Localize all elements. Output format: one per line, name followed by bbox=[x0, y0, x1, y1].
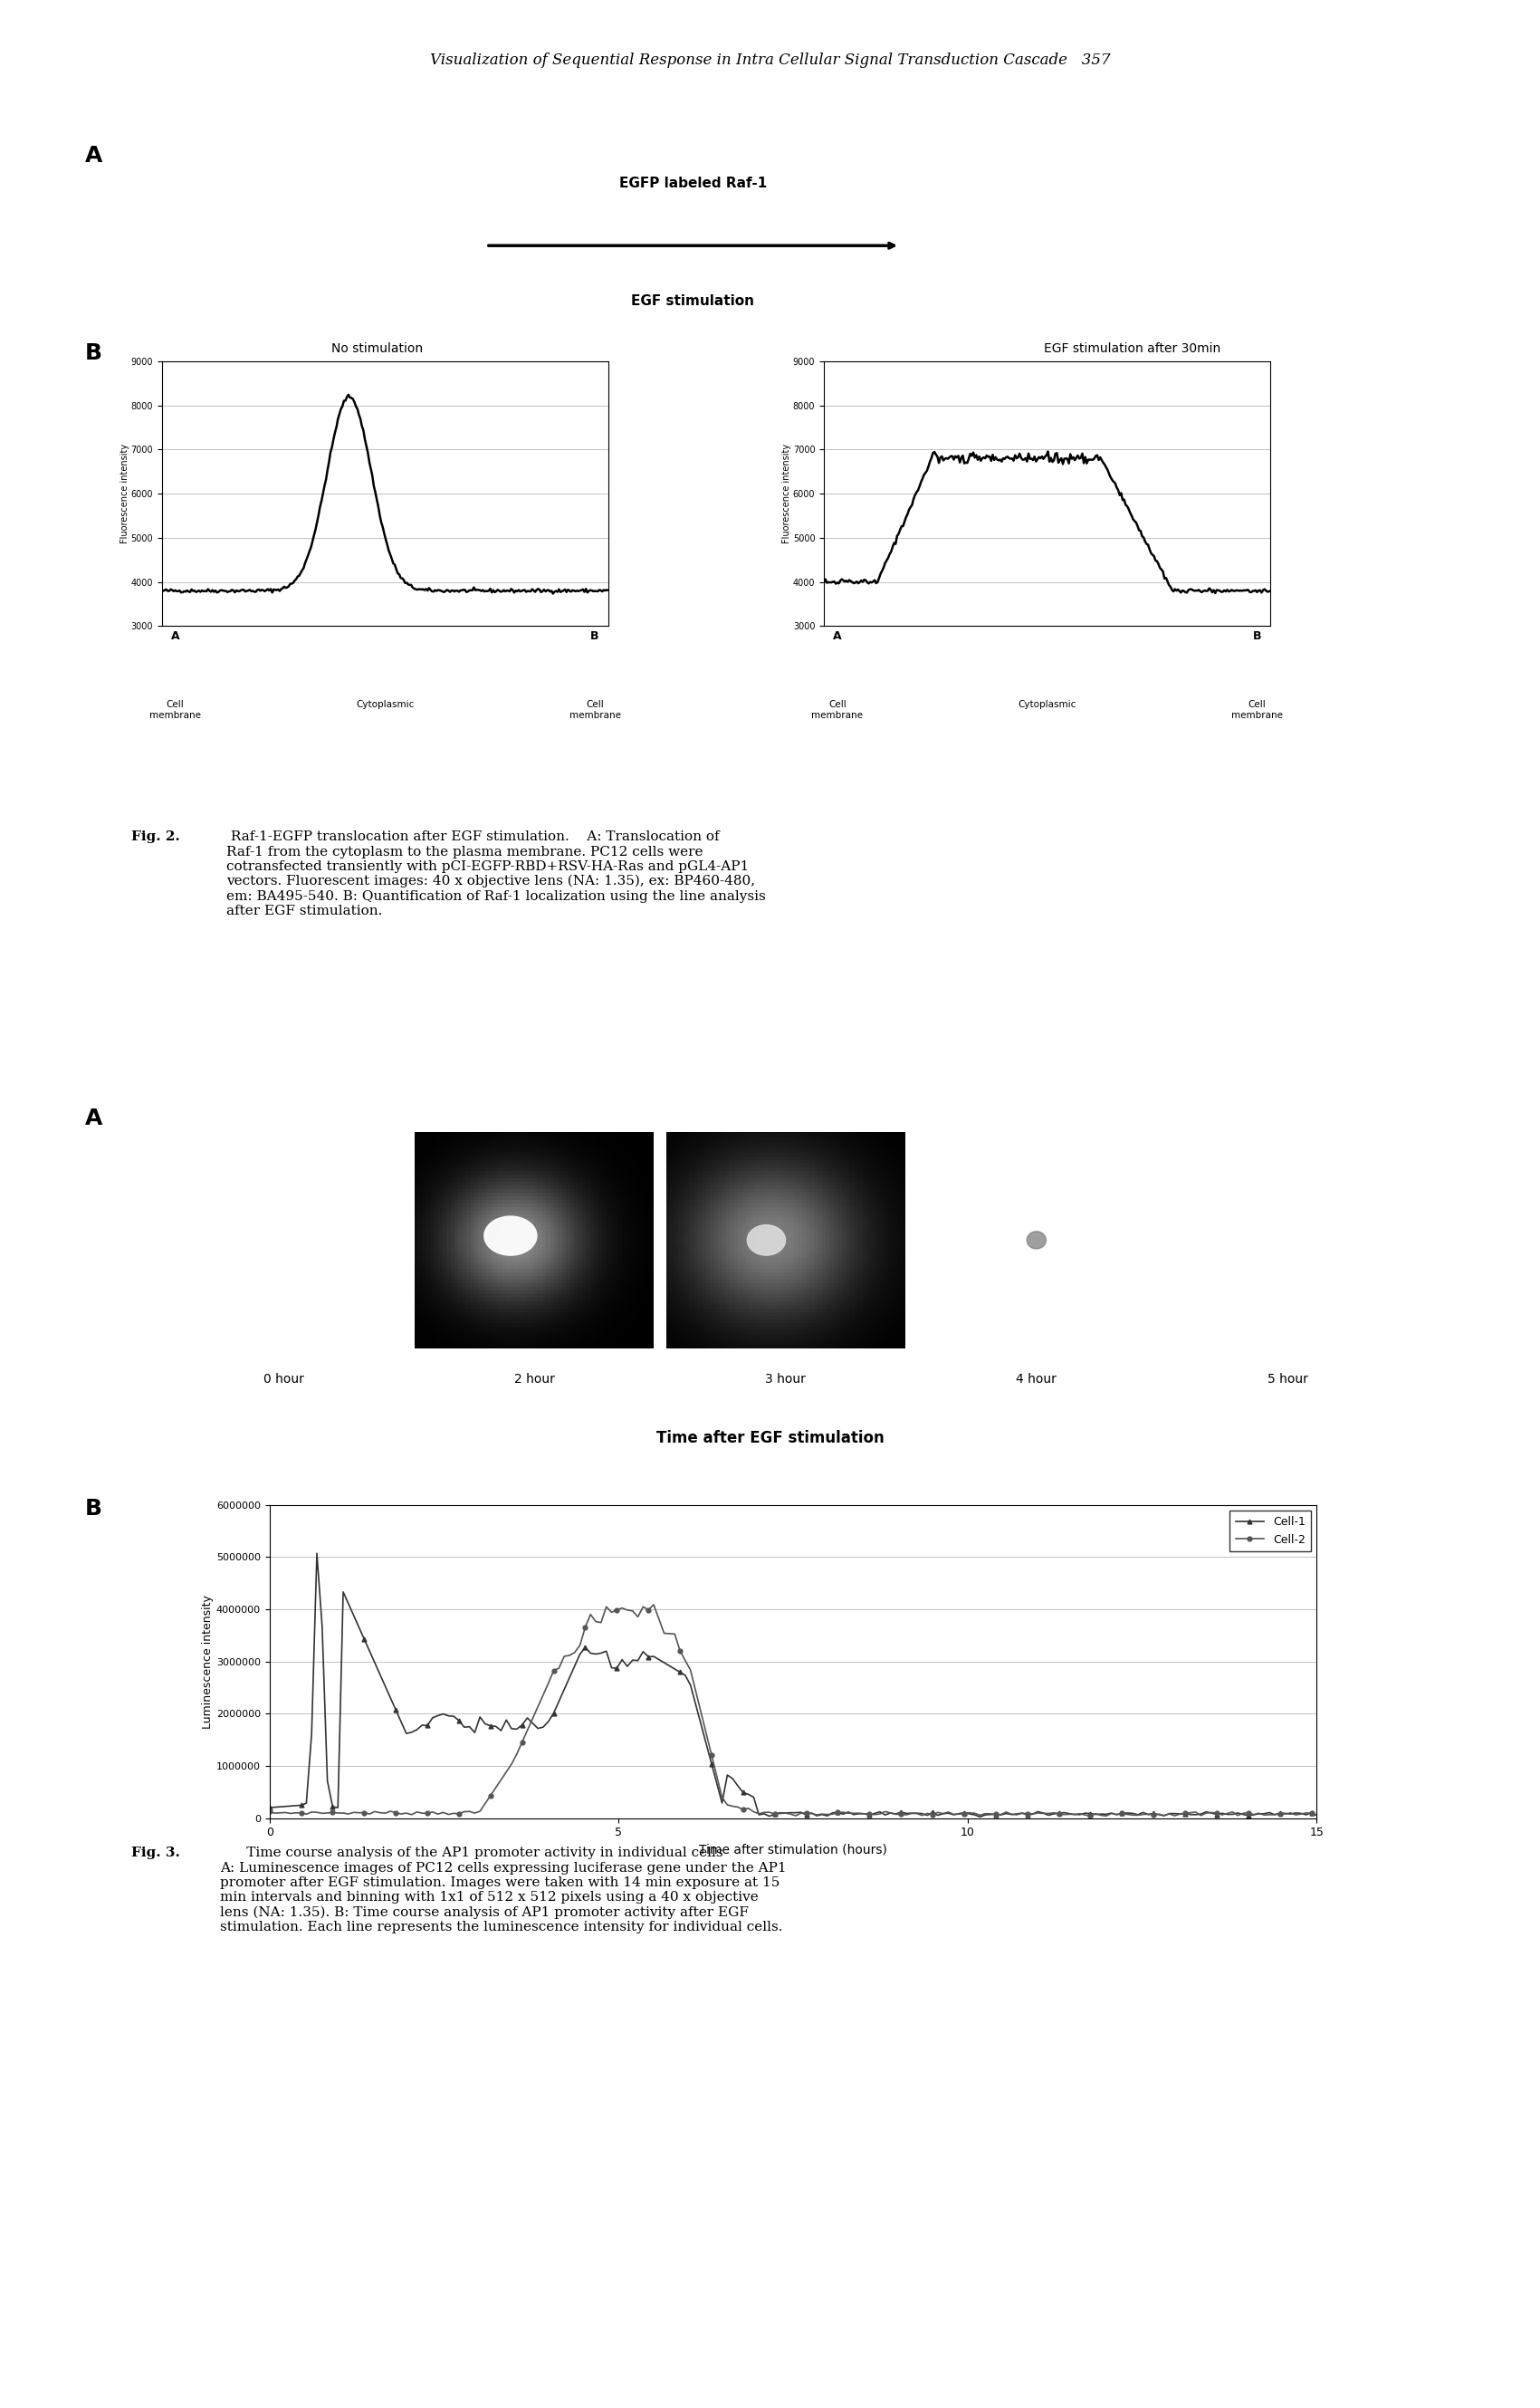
Text: Visualization of Sequential Response in Intra Cellular Signal Transduction Casca: Visualization of Sequential Response in … bbox=[430, 53, 1110, 67]
Y-axis label: Fluorescence intensity: Fluorescence intensity bbox=[120, 443, 129, 544]
Polygon shape bbox=[1306, 1192, 1364, 1235]
Text: B: B bbox=[727, 532, 735, 544]
Cell-1 bbox=[1266, 1801, 1284, 1830]
Cell-1 bbox=[328, 1794, 346, 1823]
Polygon shape bbox=[1063, 219, 1169, 255]
Text: EGF stimulation after 30min: EGF stimulation after 30min bbox=[1044, 342, 1220, 354]
X-axis label: Time after stimulation (hours): Time after stimulation (hours) bbox=[699, 1845, 887, 1857]
Text: Fig. 3.: Fig. 3. bbox=[131, 1847, 180, 1859]
Cell-1 bbox=[460, 1712, 479, 1741]
Cell-2 bbox=[539, 1669, 557, 1698]
Cell-2 bbox=[1307, 1801, 1326, 1830]
Polygon shape bbox=[654, 419, 698, 482]
Text: Cell-2: Cell-2 bbox=[265, 1144, 283, 1151]
Text: Cell
membrane: Cell membrane bbox=[1232, 701, 1283, 720]
Polygon shape bbox=[747, 1226, 785, 1255]
Cell-2 bbox=[1229, 1801, 1247, 1830]
Text: Raf-1-EGFP translocation after EGF stimulation.    A: Translocation of
Raf-1 fro: Raf-1-EGFP translocation after EGF stimu… bbox=[226, 831, 765, 917]
Text: Cell
membrane: Cell membrane bbox=[812, 701, 862, 720]
Cell-1 bbox=[1229, 1799, 1247, 1828]
Text: B: B bbox=[85, 342, 102, 364]
Cell-2 bbox=[454, 1796, 473, 1825]
Text: Cell
membrane: Cell membrane bbox=[149, 701, 200, 720]
Text: A: A bbox=[636, 407, 645, 419]
Bar bbox=[269, 1149, 388, 1218]
Polygon shape bbox=[1321, 1204, 1349, 1226]
Text: Cell
membrane: Cell membrane bbox=[570, 701, 621, 720]
Text: Cell-1: Cell-1 bbox=[174, 1305, 194, 1312]
Text: A: A bbox=[85, 1108, 102, 1129]
Text: 3 hour: 3 hour bbox=[765, 1373, 805, 1385]
Cell-1 bbox=[545, 1698, 564, 1727]
Cell-1 bbox=[308, 1539, 326, 1568]
Text: No stimulation: No stimulation bbox=[331, 342, 424, 354]
Cell-1 bbox=[1307, 1801, 1326, 1830]
Text: Time after EGF stimulation: Time after EGF stimulation bbox=[656, 1430, 884, 1447]
Bar bbox=[176, 1218, 314, 1322]
Polygon shape bbox=[293, 1170, 345, 1214]
Text: 2 hour: 2 hour bbox=[514, 1373, 554, 1385]
Line: Cell-1: Cell-1 bbox=[268, 1551, 1318, 1818]
Cell-1 bbox=[970, 1804, 989, 1832]
Line: Cell-2: Cell-2 bbox=[268, 1601, 1318, 1818]
Cell-2 bbox=[1096, 1801, 1115, 1830]
Polygon shape bbox=[1092, 229, 1140, 246]
Text: EGFP labeled Raf-1: EGFP labeled Raf-1 bbox=[619, 176, 767, 190]
Text: 4 hour: 4 hour bbox=[1016, 1373, 1056, 1385]
Y-axis label: Fluorescence intensity: Fluorescence intensity bbox=[782, 443, 792, 544]
Text: 0 hour: 0 hour bbox=[263, 1373, 303, 1385]
Text: Cytoplasmic: Cytoplasmic bbox=[356, 701, 414, 710]
Polygon shape bbox=[200, 1230, 296, 1310]
Polygon shape bbox=[1027, 1230, 1046, 1250]
Text: Fig. 2.: Fig. 2. bbox=[131, 831, 180, 843]
Text: B: B bbox=[85, 1498, 102, 1519]
Cell-2 bbox=[302, 1799, 320, 1828]
Cell-2 bbox=[323, 1799, 342, 1828]
Y-axis label: Luminescence intensity: Luminescence intensity bbox=[202, 1594, 214, 1729]
Cell-2 bbox=[260, 1796, 279, 1825]
Text: A: A bbox=[85, 144, 102, 166]
Text: 50$\mu$m: 50$\mu$m bbox=[197, 313, 226, 325]
Polygon shape bbox=[484, 1216, 537, 1255]
Cell-2 bbox=[644, 1589, 662, 1618]
Polygon shape bbox=[724, 484, 756, 527]
Text: Cytoplasmic: Cytoplasmic bbox=[1018, 701, 1076, 710]
Legend: Cell-1, Cell-2: Cell-1, Cell-2 bbox=[1230, 1510, 1311, 1551]
Cell-1 bbox=[302, 1719, 320, 1748]
Text: Time course analysis of the AP1 promoter activity in individual cells
A: Lumines: Time course analysis of the AP1 promoter… bbox=[220, 1847, 787, 1934]
Cell-2 bbox=[1266, 1801, 1284, 1830]
Text: 5 hour: 5 hour bbox=[1267, 1373, 1307, 1385]
Text: EGF stimulation: EGF stimulation bbox=[631, 294, 755, 308]
Cell-1 bbox=[260, 1794, 279, 1823]
